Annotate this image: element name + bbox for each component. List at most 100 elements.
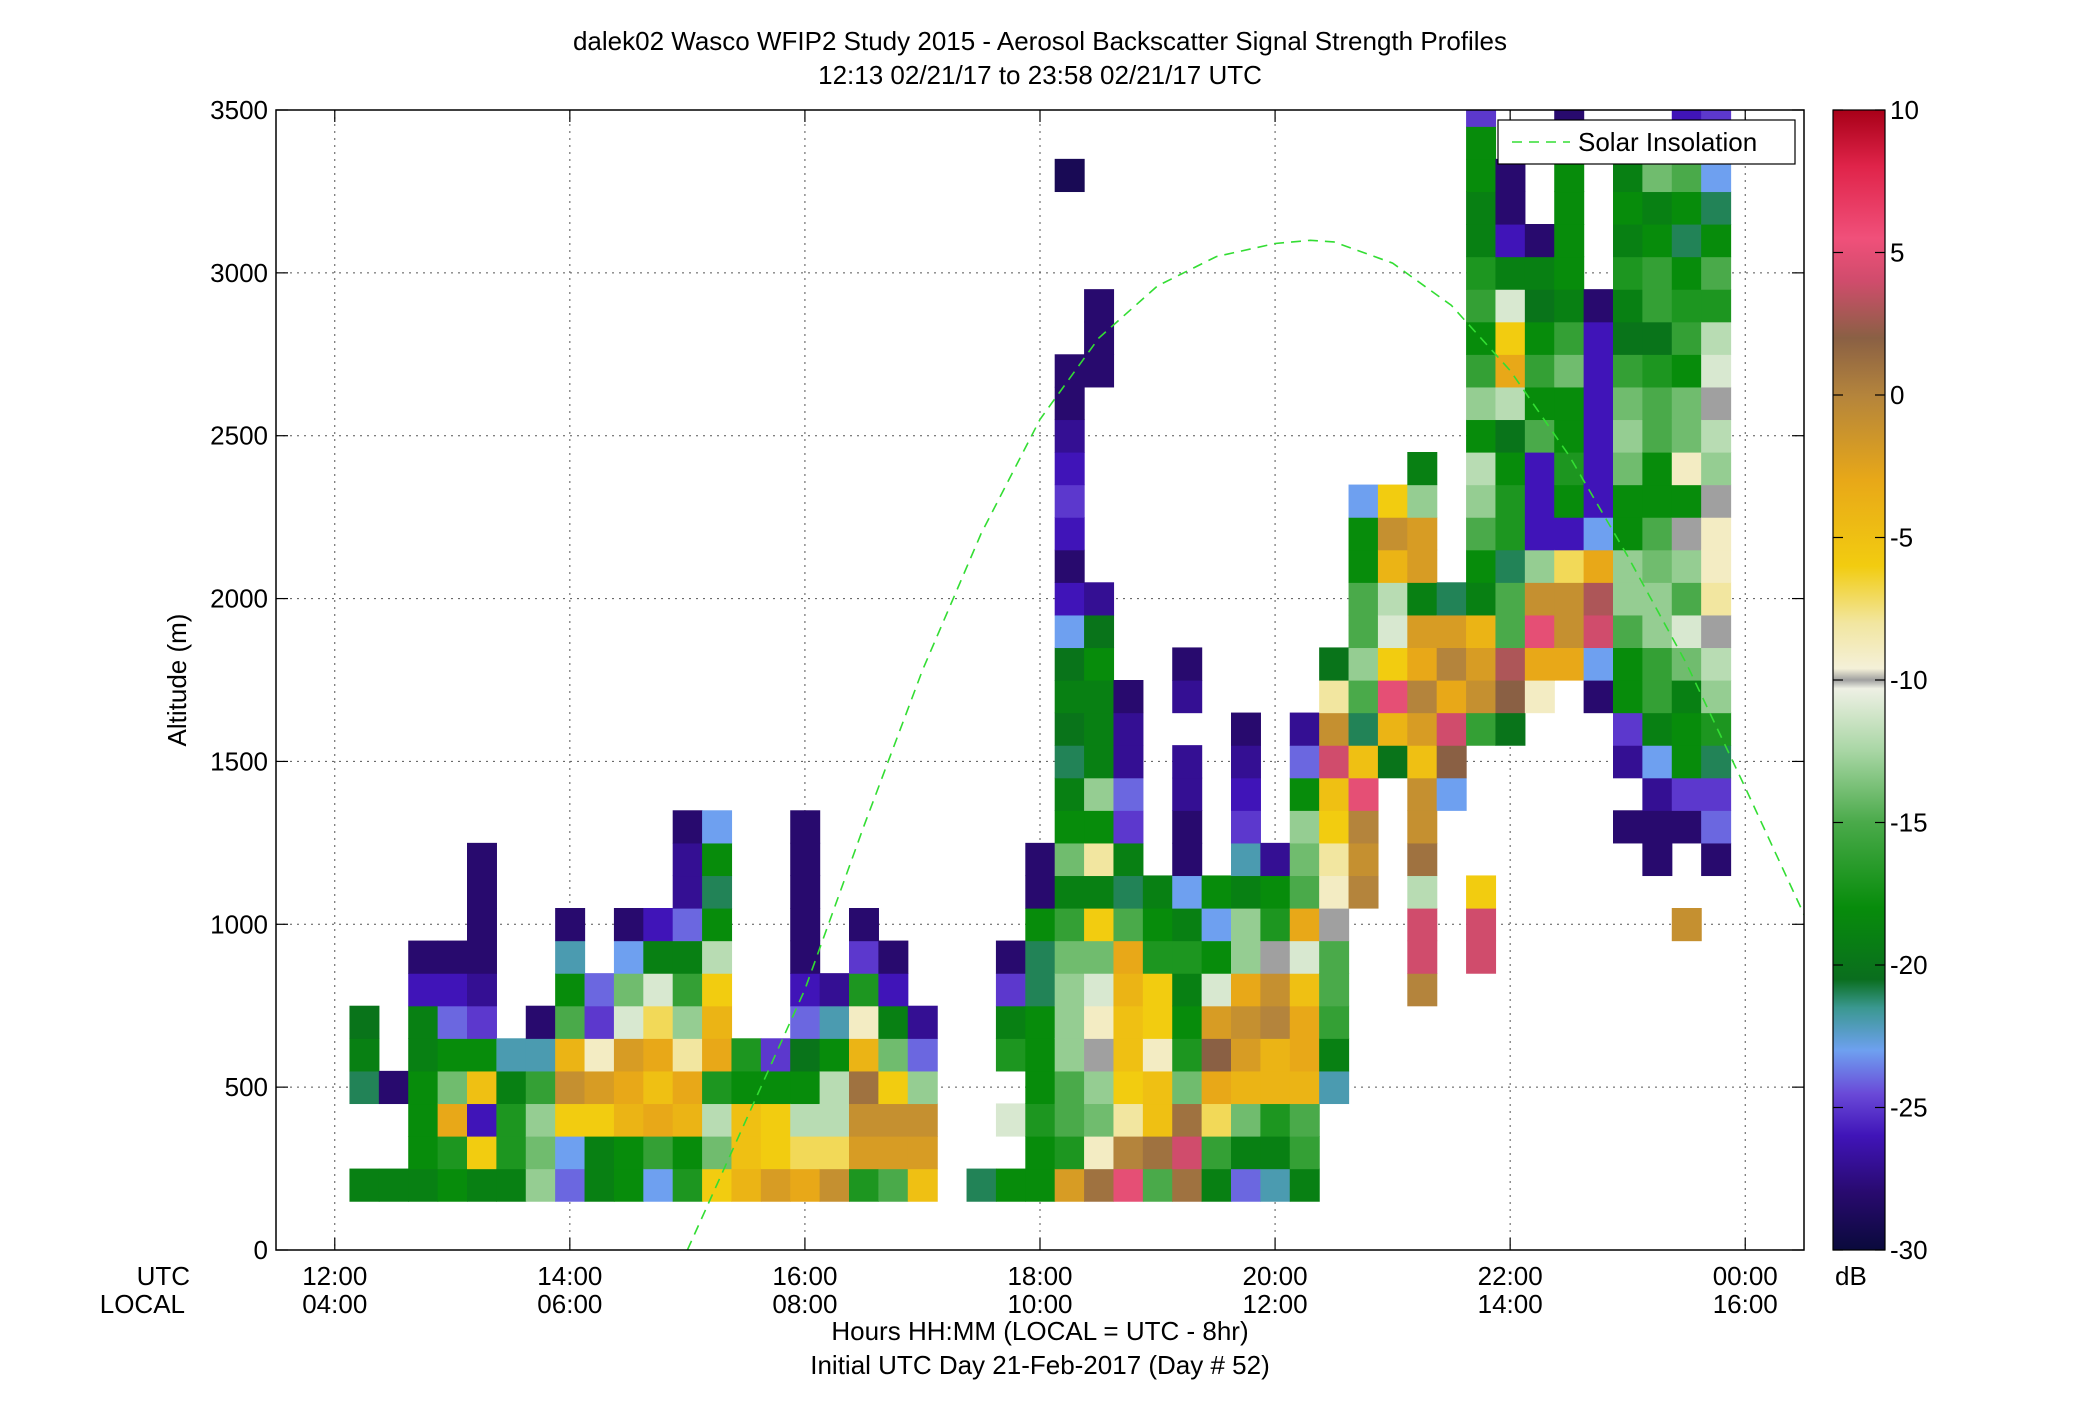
heatmap-cell bbox=[1054, 517, 1085, 551]
heatmap-cell bbox=[1025, 875, 1056, 909]
x-tick-label-local-4: 12:00 bbox=[1243, 1289, 1308, 1319]
heatmap-cell bbox=[1407, 549, 1438, 583]
heatmap-cell bbox=[555, 940, 586, 974]
heatmap-cell bbox=[1231, 810, 1261, 844]
heatmap-cell bbox=[496, 1038, 527, 1072]
heatmap-cell bbox=[995, 1038, 1026, 1072]
heatmap-cell bbox=[1054, 549, 1085, 583]
heatmap-cell bbox=[1642, 484, 1673, 518]
heatmap-cell bbox=[819, 1070, 850, 1105]
heatmap-cell bbox=[1201, 1005, 1232, 1039]
heatmap-cell bbox=[1554, 452, 1585, 486]
heatmap-cell bbox=[1084, 354, 1115, 388]
heatmap-cell bbox=[1084, 940, 1115, 974]
heatmap-cell bbox=[1613, 484, 1643, 518]
heatmap-cell bbox=[1495, 452, 1526, 486]
colorbar-tick-label-7: -25 bbox=[1890, 1093, 1928, 1123]
heatmap-cell bbox=[1201, 1103, 1232, 1137]
heatmap-cell bbox=[1642, 419, 1673, 453]
heatmap-cell bbox=[1142, 1136, 1173, 1170]
heatmap-cell bbox=[1348, 712, 1379, 746]
heatmap-cell bbox=[1319, 940, 1350, 974]
heatmap-cell bbox=[790, 1136, 821, 1170]
heatmap-cell bbox=[1701, 777, 1732, 811]
heatmap-cell bbox=[1025, 1005, 1056, 1039]
heatmap-cell bbox=[643, 1168, 674, 1202]
heatmap-cell bbox=[1671, 745, 1702, 779]
heatmap-cell bbox=[1289, 1070, 1320, 1105]
x-tick-label-utc-5: 22:00 bbox=[1478, 1261, 1543, 1291]
heatmap-cell bbox=[1054, 419, 1085, 453]
heatmap-cell bbox=[1054, 1136, 1085, 1170]
heatmap-cell bbox=[555, 1070, 586, 1105]
x-tick-label-utc-3: 18:00 bbox=[1007, 1261, 1072, 1291]
heatmap-cell bbox=[1054, 810, 1085, 844]
heatmap-cell bbox=[1084, 777, 1115, 811]
heatmap-cell bbox=[672, 940, 703, 974]
heatmap-cell bbox=[790, 842, 821, 877]
heatmap-cell bbox=[1407, 810, 1438, 844]
heatmap-cell bbox=[1260, 1103, 1291, 1137]
heatmap-cell bbox=[1583, 647, 1614, 681]
heatmap-cell bbox=[1231, 745, 1261, 779]
heatmap-cell bbox=[819, 1038, 850, 1072]
heatmap-cell bbox=[672, 1136, 703, 1170]
heatmap-cell bbox=[1054, 1070, 1085, 1105]
heatmap-cell bbox=[1172, 1070, 1203, 1105]
heatmap-cell bbox=[408, 1038, 439, 1072]
heatmap-cell bbox=[1671, 484, 1702, 518]
heatmap-cell bbox=[1407, 908, 1438, 942]
heatmap-cell bbox=[819, 1103, 850, 1137]
heatmap-cell bbox=[1554, 647, 1585, 681]
heatmap-cell bbox=[1025, 842, 1056, 877]
heatmap-cell bbox=[790, 1070, 821, 1105]
heatmap-cell bbox=[790, 973, 821, 1007]
heatmap-cell bbox=[1289, 908, 1320, 942]
heatmap-cell bbox=[1642, 354, 1673, 388]
heatmap-cell bbox=[1113, 875, 1144, 909]
plot-area: 12:0004:0014:0006:0016:0008:0018:0010:00… bbox=[210, 95, 1805, 1319]
heatmap-cell bbox=[1583, 582, 1614, 616]
heatmap-cell bbox=[1201, 1070, 1232, 1105]
heatmap-cell bbox=[1583, 419, 1614, 453]
chart-title: dalek02 Wasco WFIP2 Study 2015 - Aerosol… bbox=[573, 26, 1507, 56]
heatmap-cell bbox=[1289, 940, 1320, 974]
heatmap-cell bbox=[1084, 647, 1115, 681]
heatmap-cell bbox=[467, 1136, 497, 1170]
heatmap-cell bbox=[1701, 810, 1732, 844]
heatmap-cell bbox=[1583, 517, 1614, 551]
heatmap-cell bbox=[1671, 647, 1702, 681]
heatmap-cell bbox=[1054, 354, 1085, 388]
heatmap-cell bbox=[1701, 386, 1732, 421]
legend: Solar Insolation bbox=[1497, 119, 1796, 165]
heatmap-cell bbox=[1613, 321, 1643, 355]
heatmap-cell bbox=[467, 1103, 497, 1137]
x-tick-label-utc-6: 00:00 bbox=[1713, 1261, 1778, 1291]
heatmap-cell bbox=[1642, 224, 1673, 258]
heatmap-cell bbox=[1231, 712, 1261, 746]
heatmap-cell bbox=[1613, 419, 1643, 453]
heatmap-cell bbox=[1613, 289, 1643, 323]
colorbar-unit-label: dB bbox=[1835, 1261, 1867, 1291]
heatmap-cell bbox=[1613, 712, 1643, 746]
x-axis-label-2: Initial UTC Day 21-Feb-2017 (Day # 52) bbox=[810, 1350, 1270, 1380]
heatmap-cell bbox=[1113, 1168, 1144, 1202]
heatmap-cell bbox=[1260, 973, 1291, 1007]
y-tick-label-4: 2000 bbox=[210, 584, 268, 614]
heatmap-cell bbox=[1348, 810, 1379, 844]
heatmap-cell bbox=[1054, 680, 1085, 714]
heatmap-cell bbox=[1642, 256, 1673, 290]
heatmap-cell bbox=[1084, 680, 1115, 714]
heatmap-cell bbox=[1377, 614, 1408, 649]
heatmap-cell bbox=[1084, 1070, 1115, 1105]
heatmap-cell bbox=[1407, 875, 1438, 909]
x-tick-label-local-6: 16:00 bbox=[1713, 1289, 1778, 1319]
heatmap-cell bbox=[467, 940, 497, 974]
heatmap-cell bbox=[1495, 712, 1526, 746]
heatmap-cell bbox=[1436, 647, 1467, 681]
heatmap-cell bbox=[1172, 647, 1203, 681]
heatmap-cell bbox=[1524, 452, 1555, 486]
heatmap-cell bbox=[819, 1136, 850, 1170]
heatmap-cell bbox=[672, 1070, 703, 1105]
heatmap-cell bbox=[1613, 517, 1643, 551]
